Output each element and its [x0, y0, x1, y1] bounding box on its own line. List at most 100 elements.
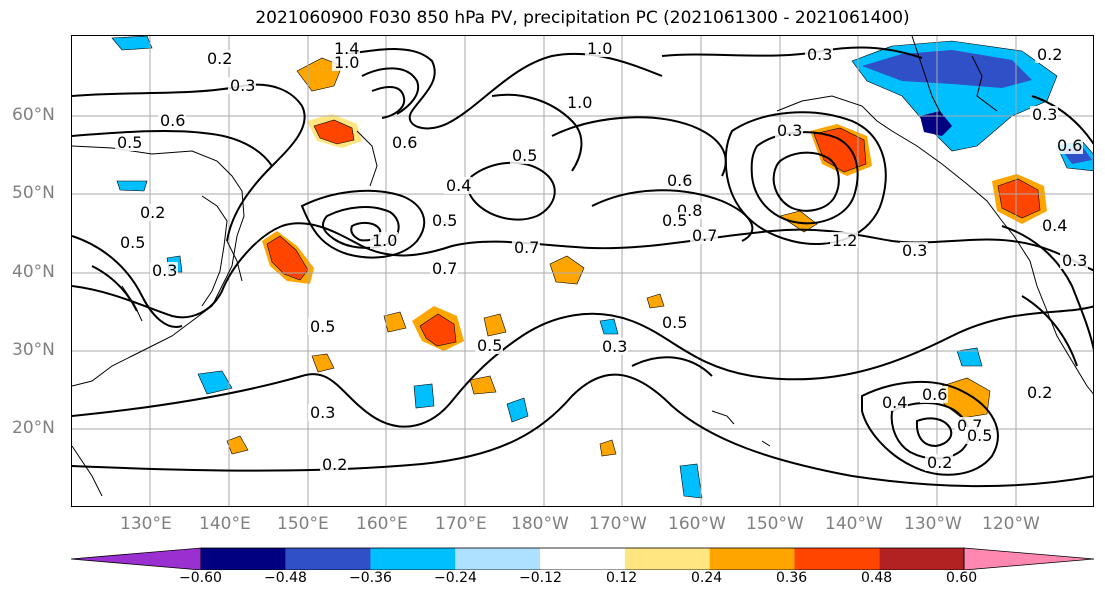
contour-label: 0.3: [807, 45, 832, 64]
contour-label: 1.0: [372, 231, 397, 250]
colorbar-outline: [200, 547, 965, 570]
colorbar-tick-label: 0.12: [606, 570, 638, 586]
colorbar-segment: [879, 548, 964, 570]
contour-label-background: [925, 454, 953, 471]
longitude-label: 160°W: [668, 514, 726, 534]
contour-label: 0.2: [207, 49, 232, 68]
colorbar: [70, 547, 1095, 570]
latitude-label: 30°N: [12, 340, 55, 360]
contour-label-background: [138, 204, 166, 221]
contour-label: 0.5: [117, 133, 142, 152]
colorbar-extend-high: [963, 547, 1095, 570]
longitude-label: 170°E: [435, 514, 487, 534]
latitude-label: 50°N: [12, 183, 55, 203]
contour-label: 0.3: [1032, 105, 1057, 124]
contour-label-background: [475, 337, 503, 354]
contour-label-background: [320, 456, 348, 473]
contour-label: 0.3: [1062, 251, 1087, 270]
colorbar-tick-label: −0.48: [264, 570, 307, 586]
contour-label-background: [430, 260, 458, 277]
chart-title: 2021060900 F030 850 hPa PV, precipitatio…: [255, 8, 910, 28]
contour-label-background: [115, 134, 143, 151]
contour-label-background: [118, 234, 146, 251]
contour-label-background: [308, 404, 336, 421]
contour-label: 0.3: [310, 403, 335, 422]
contour-label: 0.3: [777, 121, 802, 140]
contour-label-background: [390, 134, 418, 151]
colorbar-tick-label: 0.24: [691, 570, 723, 586]
contour-label: 0.2: [140, 203, 165, 222]
contour-label: 0.6: [922, 385, 947, 404]
contour-label: 0.7: [514, 238, 539, 257]
longitude-label: 150°W: [746, 514, 804, 534]
contour-label: 0.5: [512, 146, 537, 165]
contour-label-background: [1055, 137, 1083, 154]
longitude-label: 140°W: [825, 514, 883, 534]
contour-label-background: [370, 232, 398, 249]
contour-label-background: [205, 50, 233, 67]
contour-label-background: [690, 227, 718, 244]
colorbar-segment: [540, 548, 625, 570]
colorbar-extend-low: [70, 547, 202, 570]
contour-label-background: [900, 242, 928, 259]
contour-label-background: [775, 122, 803, 139]
colorbar-tick-label: 0.36: [776, 570, 808, 586]
contour-label: 0.4: [446, 176, 471, 195]
contour-labels: 1.41.00.20.31.0 0.3 0.20.30.50.60.41.00.60…: [115, 39, 1088, 474]
contour-label-background: [444, 177, 472, 194]
longitude-label: 120°W: [982, 514, 1040, 534]
precip-negative-shading: [111, 36, 1093, 499]
contour-label: 1.0: [334, 53, 359, 72]
contour-label: 0.6: [667, 171, 692, 190]
contour-label: 0.5: [477, 336, 502, 355]
contour-label: 0.5: [432, 211, 457, 230]
contour-label-background: [430, 212, 458, 229]
contour-label: 0.3: [602, 337, 627, 356]
contour-label: 0.3: [230, 76, 255, 95]
latitude-label: 40°N: [12, 262, 55, 282]
longitude-label: 130°W: [904, 514, 962, 534]
longitude-label: 130°E: [120, 514, 172, 534]
map-panel: 1.4 1.0 0.2 0.3 1.0 0.3 0.2 0.3 0.5 0.6 0.4 1.0 0.6 0…: [71, 35, 1094, 507]
contour-label: 0.6: [392, 133, 417, 152]
contour-label-background: [150, 262, 178, 279]
colorbar-tick-label: 0.60: [946, 570, 978, 586]
colorbar-segment: [285, 548, 371, 570]
longitude-label: 180°W: [511, 514, 569, 534]
contour-label-background: [805, 46, 833, 63]
contour-label-background: [1040, 217, 1068, 234]
contour-label-background: [665, 172, 693, 189]
contour-label: 0.2: [322, 455, 347, 474]
contour-label-background: [565, 94, 593, 111]
contour-label: 0.2: [1027, 383, 1052, 402]
contour-label-background: [512, 239, 540, 256]
colorbar-tick-label: 0.48: [861, 570, 893, 586]
colorbar-segment: [624, 548, 710, 570]
contour-label: 0.6: [1057, 136, 1082, 155]
contour-label-background: [228, 77, 256, 94]
contour-label: 0.5: [120, 233, 145, 252]
contour-label: 1.2: [832, 231, 857, 250]
contour-label: 0.3: [902, 241, 927, 260]
colorbar-tick-label: −0.36: [349, 570, 392, 586]
map-canvas: 1.41.00.20.31.0 0.3 0.20.30.50.60.41.00.60…: [72, 36, 1093, 506]
contour-label: 0.5: [310, 317, 335, 336]
contour-label: 0.5: [967, 426, 992, 445]
contour-label-background: [1060, 252, 1088, 269]
longitude-label: 160°E: [356, 514, 408, 534]
contour-label-background: [585, 40, 613, 57]
contour-label: 0.5: [662, 313, 687, 332]
colorbar-segment: [455, 548, 541, 570]
contour-label: 0.4: [882, 393, 907, 412]
colorbar-tick-label: −0.12: [519, 570, 562, 586]
contour-label-background: [332, 40, 360, 57]
contour-label-background: [158, 112, 186, 129]
contour-label-background: [880, 394, 908, 411]
contour-label: 0.5: [662, 211, 687, 230]
colorbar-segment: [370, 548, 456, 570]
contour-label-background: [660, 212, 688, 229]
contour-label: 0.3: [152, 261, 177, 280]
contour-label-background: [332, 54, 360, 71]
contour-label: 1.0: [587, 39, 612, 58]
latitude-label: 20°N: [12, 418, 55, 438]
